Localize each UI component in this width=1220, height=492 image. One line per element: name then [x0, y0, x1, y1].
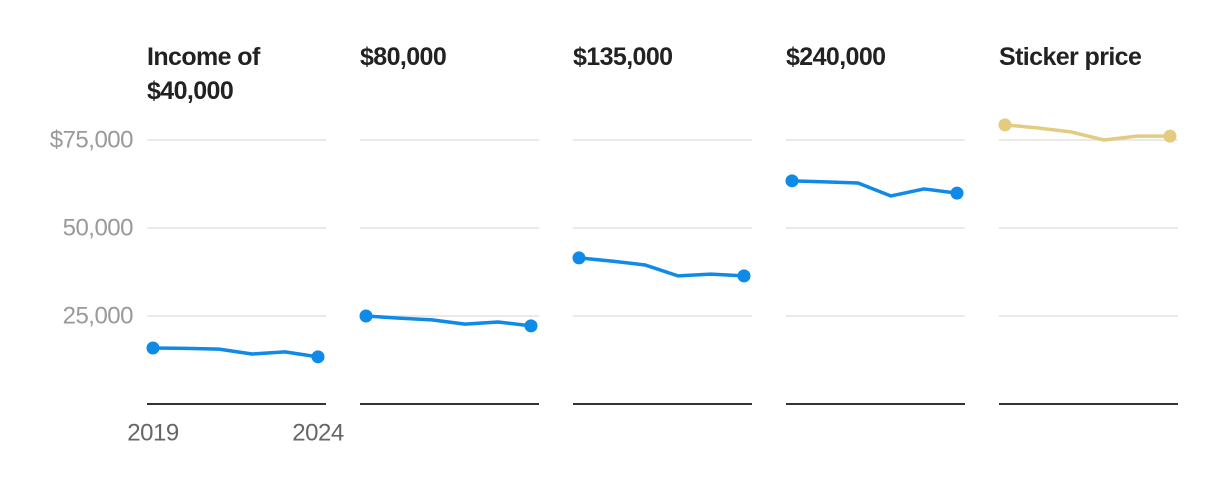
end-dot	[1163, 129, 1177, 143]
panel-title: $80,000	[360, 43, 447, 71]
end-dot	[572, 251, 586, 265]
end-dot	[950, 186, 964, 200]
end-dot	[146, 341, 160, 355]
series-line	[152, 346, 319, 359]
panel-title: $135,000	[573, 43, 673, 71]
x-tick-label: 2024	[292, 419, 344, 446]
end-dot	[737, 269, 751, 283]
series-line	[578, 256, 745, 278]
series-line	[791, 179, 958, 198]
series-line	[365, 314, 532, 328]
x-tick-label: 2019	[127, 419, 179, 446]
end-dot	[524, 319, 538, 333]
series-line	[1004, 123, 1170, 142]
y-tick-label: $75,000	[50, 126, 133, 153]
y-tick-label: 25,000	[63, 302, 134, 329]
end-dot	[311, 350, 325, 364]
y-tick-label: 50,000	[63, 214, 134, 241]
end-dot	[785, 174, 799, 188]
end-dot	[998, 118, 1012, 132]
panel-title: Sticker price	[999, 43, 1142, 71]
end-dot	[359, 309, 373, 323]
panel-title: $240,000	[786, 43, 886, 71]
panel-title: Income of $40,000	[147, 43, 260, 105]
